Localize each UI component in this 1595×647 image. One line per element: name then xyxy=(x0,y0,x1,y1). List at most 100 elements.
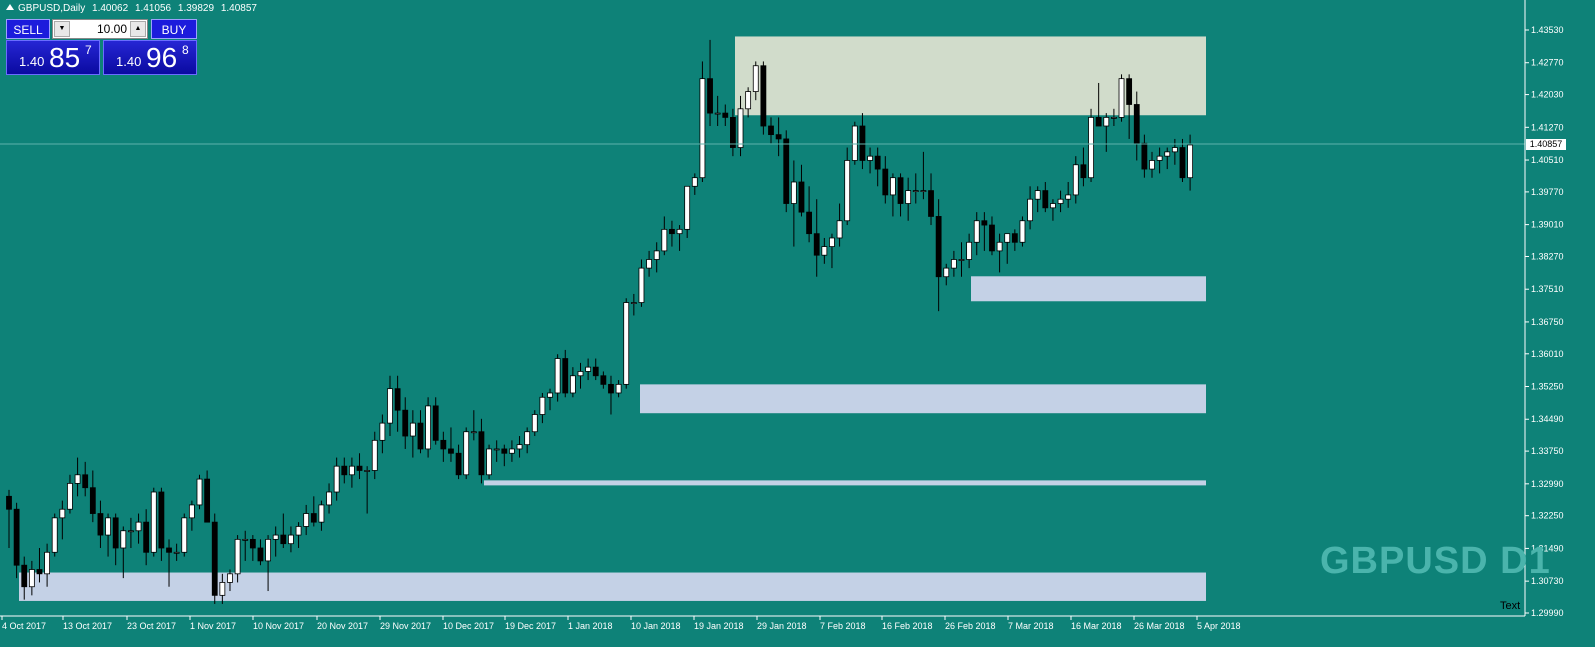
buy-button[interactable]: BUY xyxy=(151,19,197,39)
candle[interactable] xyxy=(1171,138,1178,165)
candle[interactable] xyxy=(615,380,622,398)
candle[interactable] xyxy=(516,436,523,458)
candle[interactable] xyxy=(219,573,226,604)
candle[interactable] xyxy=(448,427,454,462)
candle[interactable] xyxy=(509,440,515,462)
candle[interactable] xyxy=(569,367,576,398)
candle[interactable] xyxy=(882,156,889,204)
candle[interactable] xyxy=(280,513,287,548)
candle[interactable] xyxy=(333,457,340,501)
demand-zone[interactable] xyxy=(971,276,1206,302)
candle[interactable] xyxy=(775,117,782,157)
collapse-triangle-icon[interactable] xyxy=(6,4,14,10)
volume-value[interactable]: 10.00 xyxy=(96,22,127,36)
candle[interactable] xyxy=(1179,138,1186,182)
candle[interactable] xyxy=(890,173,896,217)
candle[interactable] xyxy=(943,263,950,286)
candle[interactable] xyxy=(82,461,89,497)
candle[interactable] xyxy=(592,358,599,381)
candle[interactable] xyxy=(981,212,988,251)
candle[interactable] xyxy=(303,504,310,536)
candle[interactable] xyxy=(13,502,20,579)
candle[interactable] xyxy=(371,431,378,480)
candle[interactable] xyxy=(760,61,767,135)
text-object-label[interactable]: Text xyxy=(1500,600,1521,612)
sell-button[interactable]: SELL xyxy=(6,19,50,39)
candle[interactable] xyxy=(188,500,195,531)
candle[interactable] xyxy=(249,535,256,561)
candle[interactable] xyxy=(478,418,485,484)
candle[interactable] xyxy=(874,147,881,187)
candle[interactable] xyxy=(89,470,96,523)
candle[interactable] xyxy=(425,397,432,458)
demand-zone[interactable] xyxy=(484,480,1206,486)
candle[interactable] xyxy=(387,375,393,437)
candle[interactable] xyxy=(272,526,279,557)
candle[interactable] xyxy=(577,362,584,389)
candle[interactable] xyxy=(1164,147,1171,170)
candle[interactable] xyxy=(1103,113,1110,152)
candle[interactable] xyxy=(204,470,211,523)
buy-price[interactable]: 1.40 96 8 xyxy=(103,40,197,75)
demand-zone[interactable] xyxy=(19,572,1206,601)
candle[interactable] xyxy=(1042,181,1049,213)
candle[interactable] xyxy=(440,431,447,462)
candle[interactable] xyxy=(912,173,919,204)
candle[interactable] xyxy=(547,388,553,411)
candle[interactable] xyxy=(455,444,462,480)
candle[interactable] xyxy=(348,457,355,488)
candle[interactable] xyxy=(669,220,675,247)
candle[interactable] xyxy=(120,526,127,579)
candle[interactable] xyxy=(554,354,561,402)
candle[interactable] xyxy=(318,500,325,531)
candle[interactable] xyxy=(158,487,165,561)
candle[interactable] xyxy=(470,410,477,441)
candle[interactable] xyxy=(1034,186,1041,213)
candle[interactable] xyxy=(1057,190,1064,213)
candle[interactable] xyxy=(36,547,43,583)
candle[interactable] xyxy=(417,410,424,454)
candle[interactable] xyxy=(1050,199,1056,221)
candle[interactable] xyxy=(166,539,172,587)
candle[interactable] xyxy=(356,453,363,480)
candle[interactable] xyxy=(1126,74,1133,139)
candle[interactable] xyxy=(181,513,188,557)
candle[interactable] xyxy=(364,466,371,514)
candle[interactable] xyxy=(1080,147,1087,187)
supply-zone[interactable] xyxy=(735,36,1206,116)
candle[interactable] xyxy=(112,513,119,566)
candle[interactable] xyxy=(1072,156,1079,204)
candle[interactable] xyxy=(51,513,58,557)
candle[interactable] xyxy=(394,375,401,432)
candle[interactable] xyxy=(1027,186,1033,230)
candle[interactable] xyxy=(1011,229,1018,251)
candle[interactable] xyxy=(836,203,843,247)
candle[interactable] xyxy=(600,371,607,389)
candle[interactable] xyxy=(493,440,500,462)
candle[interactable] xyxy=(105,513,111,557)
candle[interactable] xyxy=(684,185,691,238)
volume-field[interactable]: ▼ 10.00 ▲ xyxy=(52,19,148,39)
candle[interactable] xyxy=(752,61,759,101)
candle[interactable] xyxy=(989,216,995,256)
candle[interactable] xyxy=(486,444,492,480)
candle[interactable] xyxy=(135,513,142,544)
candle[interactable] xyxy=(714,95,721,127)
candle[interactable] xyxy=(402,397,409,449)
volume-up-icon[interactable]: ▲ xyxy=(130,21,146,37)
candle[interactable] xyxy=(74,457,81,497)
candle[interactable] xyxy=(409,410,416,458)
candle[interactable] xyxy=(813,199,820,277)
candle[interactable] xyxy=(691,173,698,195)
candle[interactable] xyxy=(28,560,35,596)
candle[interactable] xyxy=(97,500,104,548)
candle[interactable] xyxy=(630,293,637,316)
candle[interactable] xyxy=(798,164,805,217)
candle[interactable] xyxy=(653,242,660,273)
candle[interactable] xyxy=(608,375,614,415)
candle[interactable] xyxy=(783,130,790,213)
demand-zone[interactable] xyxy=(640,384,1206,414)
candle[interactable] xyxy=(196,474,203,510)
candle[interactable] xyxy=(745,87,752,118)
